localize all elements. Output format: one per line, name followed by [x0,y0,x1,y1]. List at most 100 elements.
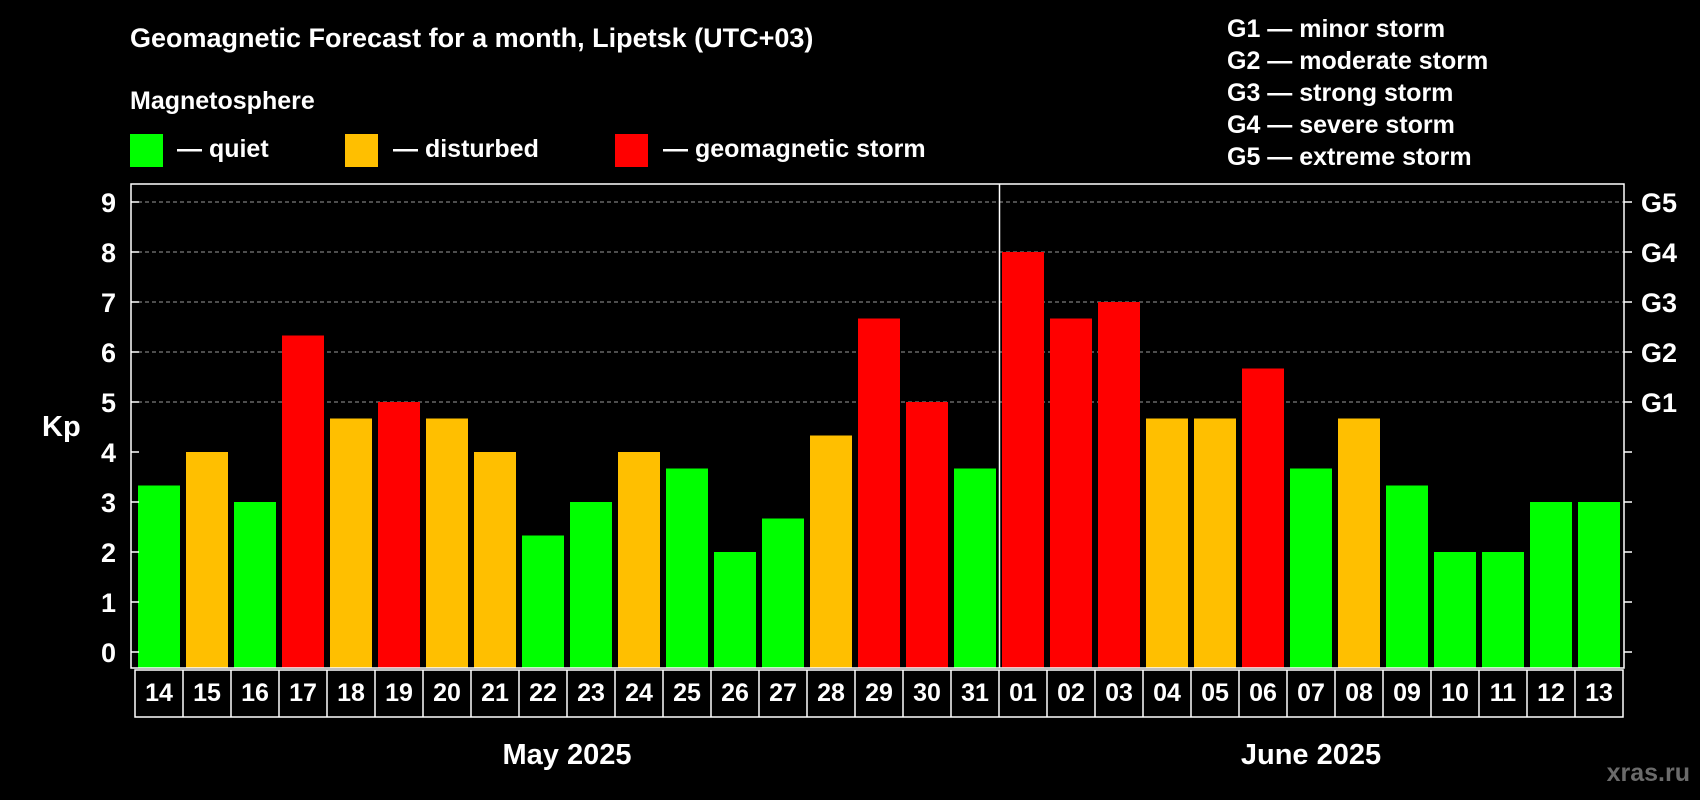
bar [1242,368,1284,668]
bar [522,535,564,668]
legend-swatch-quiet [130,134,163,167]
right-tick-label: G2 [1641,338,1677,368]
date-label: 07 [1297,679,1325,707]
y-axis-label: Kp [42,411,81,443]
storm-scale-g3: G3 — strong storm [1227,79,1453,107]
bar [810,435,852,668]
bar [1002,252,1044,668]
date-label: 25 [673,679,701,707]
bar [1338,418,1380,668]
y-tick-label: 5 [101,388,116,418]
storm-scale-g1: G1 — minor storm [1227,15,1445,43]
plot-border [130,183,1625,669]
date-label: 13 [1585,679,1613,707]
bar [1194,418,1236,668]
bar [474,452,516,668]
bar [570,502,612,668]
bar [1386,485,1428,668]
bar [234,502,276,668]
date-label: 10 [1441,679,1469,707]
bar [1530,502,1572,668]
y-tick-label: 6 [101,338,116,368]
date-label: 30 [913,679,941,707]
date-label: 14 [145,679,173,707]
chart-title: Geomagnetic Forecast for a month, Lipets… [130,23,813,53]
date-label: 16 [241,679,269,707]
date-label: 15 [193,679,221,707]
date-label: 23 [577,679,605,707]
date-label: 26 [721,679,749,707]
date-label: 19 [385,679,413,707]
date-label: 11 [1490,679,1517,707]
legend-swatch-disturbed [345,134,378,167]
storm-scale-g4: G4 — severe storm [1227,111,1455,139]
date-label: 01 [1009,679,1037,707]
right-tick-label: G1 [1641,388,1677,418]
date-label: 17 [289,679,317,707]
month-label: June 2025 [1241,739,1381,771]
date-label: 31 [961,679,989,707]
date-label: 18 [337,679,365,707]
y-tick-label: 0 [101,638,116,668]
y-tick-label: 2 [101,538,116,568]
legend-label-quiet: — quiet [177,135,269,163]
date-label: 04 [1153,679,1181,707]
y-axis-ticks: 0 1 2 3 4 5 6 7 8 9 [101,188,139,668]
bars [138,252,1620,668]
month-label: May 2025 [503,739,632,771]
bar [1146,418,1188,668]
bar [1050,318,1092,668]
date-label: 29 [865,679,893,707]
bar [954,468,996,668]
right-axis-ticks: G1 G2 G3 G4 G5 [1624,188,1677,653]
y-tick-label: 3 [101,488,116,518]
date-label: 06 [1249,679,1277,707]
date-label: 20 [433,679,461,707]
legend-label-storm: — geomagnetic storm [663,135,926,163]
bar [858,318,900,668]
legend: — quiet — disturbed — geomagnetic storm [130,134,926,167]
bar [618,452,660,668]
bar [1578,502,1620,668]
date-label: 12 [1537,679,1565,707]
watermark: xras.ru [1607,759,1690,787]
date-label: 05 [1201,679,1229,707]
date-label: 22 [529,679,557,707]
right-tick-label: G5 [1641,188,1677,218]
date-label: 09 [1393,679,1421,707]
date-row-frame [134,669,1624,718]
y-tick-label: 7 [101,288,116,318]
bar [186,452,228,668]
date-label: 03 [1105,679,1133,707]
bar [906,402,948,668]
storm-scale-g2: G2 — moderate storm [1227,47,1488,75]
date-label: 24 [625,679,653,707]
legend-title: Magnetosphere [130,87,315,115]
storm-scale-g5: G5 — extreme storm [1227,143,1472,171]
date-label: 21 [481,679,509,707]
bar [1290,468,1332,668]
plot-frame [130,183,1625,669]
month-labels: May 2025 June 2025 [503,739,1382,771]
bar [330,418,372,668]
y-tick-label: 1 [101,588,116,618]
date-label: 28 [817,679,845,707]
date-label: 27 [769,679,797,707]
storm-scale-legend: G1 — minor storm G2 — moderate storm G3 … [1227,15,1488,171]
x-axis-date-labels: 14 15 16 17 18 19 20 21 22 23 24 25 26 27 28 29 30 31 01 02… [134,669,1624,718]
bar [282,335,324,668]
y-tick-label: 8 [101,238,116,268]
y-tick-label: 4 [101,438,116,468]
bar [378,402,420,668]
right-tick-label: G3 [1641,288,1677,318]
bar [138,485,180,668]
bar [1434,552,1476,668]
date-label: 08 [1345,679,1373,707]
bar [762,518,804,668]
bar [714,552,756,668]
legend-swatch-storm [615,134,648,167]
bar [666,468,708,668]
y-tick-label: 9 [101,188,116,218]
bar [1098,302,1140,668]
